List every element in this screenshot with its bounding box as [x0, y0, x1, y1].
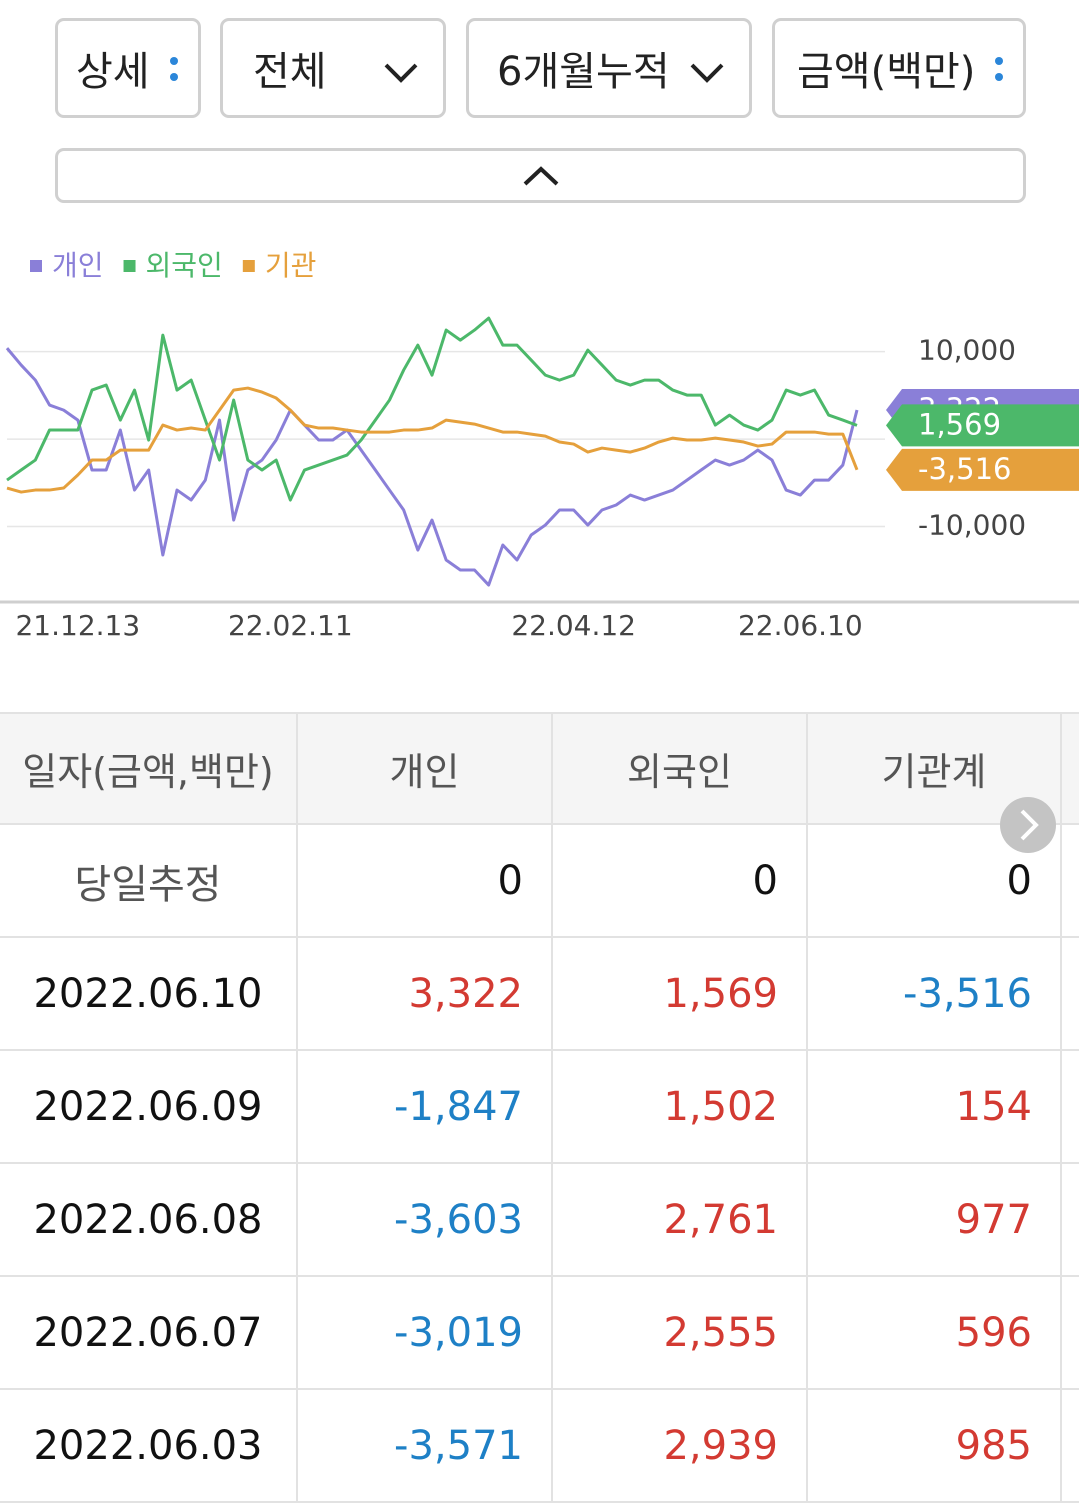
x-tick-label: 22.02.11	[228, 609, 353, 642]
date-cell: 당일추정	[0, 825, 298, 938]
detail-button[interactable]: 상세	[55, 18, 201, 118]
legend-label: 외국인	[146, 249, 223, 282]
header-cell	[1062, 714, 1079, 825]
date-cell: 2022.06.03	[0, 1390, 298, 1503]
x-tick-label: 22.04.12	[511, 609, 636, 642]
cell	[1062, 1164, 1079, 1277]
scroll-right-button[interactable]	[999, 796, 1057, 854]
value-cell: 985	[808, 1390, 1062, 1503]
header-cell: 개인	[298, 714, 553, 825]
x-tick-label: 22.06.10	[738, 609, 863, 642]
cell	[1062, 1277, 1079, 1390]
period-dropdown[interactable]: 6개월누적	[466, 18, 752, 118]
series-line	[6, 316, 858, 502]
cell	[1062, 825, 1079, 938]
value-cell: -1,847	[298, 1051, 553, 1164]
date-cell: 2022.06.09	[0, 1051, 298, 1164]
value-cell: -3,516	[808, 938, 1062, 1051]
cell	[1062, 938, 1079, 1051]
y-tick-label: 10,000	[918, 334, 1016, 367]
chevron-right	[1020, 809, 1039, 841]
end-value-badge	[886, 404, 1079, 447]
menu-icon	[170, 57, 178, 81]
value-cell: 596	[808, 1277, 1062, 1390]
value-cell: 1,569	[553, 938, 808, 1051]
value-cell: 0	[808, 825, 1062, 938]
legend-label: 기관	[265, 249, 317, 282]
value-cell: 0	[553, 825, 808, 938]
value-cell: 154	[808, 1051, 1062, 1164]
end-value-badge	[886, 448, 1079, 491]
button-label: 금액(백만)	[797, 49, 976, 95]
end-value-label: -3,516	[918, 452, 1012, 486]
date-cell: 2022.06.10	[0, 938, 298, 1051]
cell	[1062, 1051, 1079, 1164]
value-cell: 2,761	[553, 1164, 808, 1277]
table-border	[0, 712, 1079, 714]
series-line	[6, 386, 859, 494]
value-cell: -3,603	[298, 1164, 553, 1277]
legend-label: 개인	[52, 249, 104, 282]
unit-button[interactable]: 금액(백만)	[772, 18, 1026, 118]
button-label: 상세	[76, 49, 150, 95]
value-cell: 2,939	[553, 1390, 808, 1503]
button-label: 6개월누적	[497, 49, 670, 95]
legend-swatch	[123, 260, 136, 272]
collapse-button[interactable]	[55, 148, 1026, 203]
value-cell: -3,571	[298, 1390, 553, 1503]
value-cell: -3,019	[298, 1277, 553, 1390]
series-line	[5, 347, 859, 587]
value-cell: 3,322	[298, 938, 553, 1051]
chevron-down	[690, 63, 724, 83]
date-cell: 2022.06.07	[0, 1277, 298, 1390]
value-cell: 1,502	[553, 1051, 808, 1164]
menu-icon	[995, 57, 1003, 81]
legend-swatch	[30, 260, 42, 272]
header-cell: 외국인	[553, 714, 808, 825]
button-bg	[1000, 797, 1056, 853]
chevron-up	[523, 165, 558, 185]
chart: 개인 외국인 기관 10,000 -10,000 21.12.13 22.02.11 22.0…	[0, 249, 1079, 642]
chevron-down	[384, 63, 418, 83]
date-cell: 2022.06.08	[0, 1164, 298, 1277]
end-value-label: 1,569	[918, 407, 1001, 441]
x-tick-label: 21.12.13	[15, 609, 140, 642]
cell	[1062, 1390, 1079, 1503]
value-cell: 977	[808, 1164, 1062, 1277]
value-cell: 0	[298, 825, 553, 938]
header-cell: 일자(금액,백만)	[0, 714, 298, 825]
value-cell: 2,555	[553, 1277, 808, 1390]
header-cell: 기관계	[808, 714, 1062, 825]
y-tick-label: -10,000	[918, 509, 1026, 542]
scope-dropdown[interactable]: 전체	[220, 18, 446, 118]
legend-swatch	[242, 260, 255, 272]
button-label: 전체	[253, 49, 327, 95]
